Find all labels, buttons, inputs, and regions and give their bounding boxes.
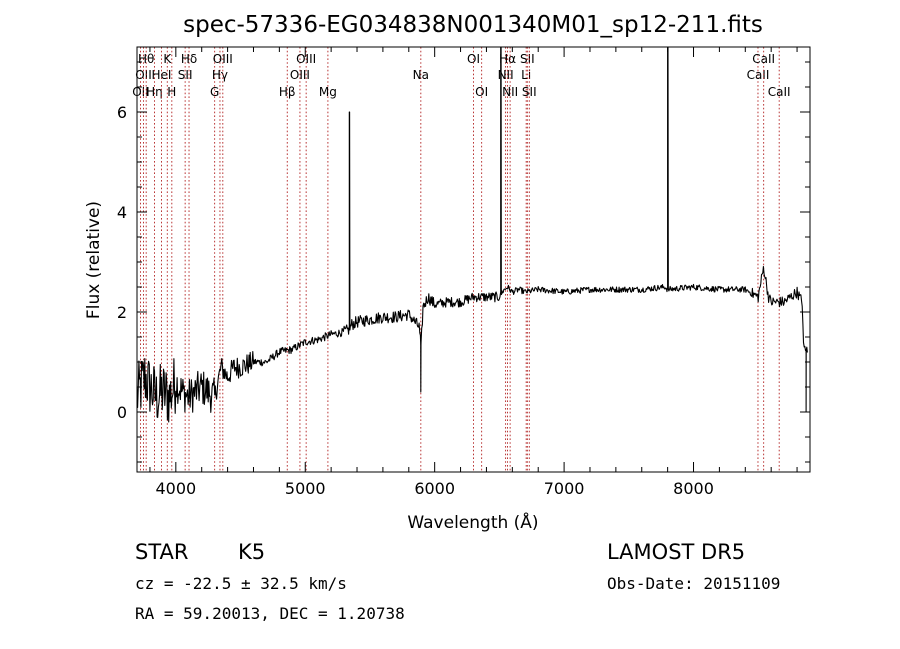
- redshift-text: cz = -22.5 ± 32.5 km/s: [135, 574, 347, 593]
- line-marker-label: OIII: [296, 52, 316, 66]
- chart-title: spec-57336-EG034838N001340M01_sp12-211.f…: [183, 12, 763, 38]
- line-marker-label: Na: [413, 68, 429, 82]
- x-tick-label: 7000: [544, 479, 585, 498]
- line-marker-label: Hδ: [181, 52, 197, 66]
- y-tick-label: 0: [117, 403, 127, 422]
- line-marker-label: SII: [178, 68, 193, 82]
- line-marker-label: SII: [520, 52, 535, 66]
- line-marker-label: OIII: [290, 68, 310, 82]
- line-markers: OIIOIIHθHηHeIKHSIIHδGHγOIIIHβOIIIOIIIMgN…: [132, 47, 791, 472]
- y-tick-label: 6: [117, 103, 127, 122]
- line-marker-label: CaII: [747, 68, 770, 82]
- line-marker-label: HeI: [151, 68, 171, 82]
- line-marker-label: Hα: [499, 52, 516, 66]
- line-marker-label: OI: [475, 85, 488, 99]
- spectrum-line: [136, 46, 808, 423]
- line-marker-label: CaII: [752, 52, 775, 66]
- line-marker-label: OII: [135, 68, 152, 82]
- y-tick-label: 2: [117, 303, 127, 322]
- line-marker-label: OI: [467, 52, 480, 66]
- line-marker-label: CaII: [768, 85, 791, 99]
- coordinates-text: RA = 59.20013, DEC = 1.20738: [135, 604, 405, 623]
- line-marker-label: Li: [521, 68, 531, 82]
- line-marker-label: Hη: [146, 85, 163, 99]
- object-class-label: STAR: [135, 540, 189, 564]
- x-tick-label: 8000: [673, 479, 714, 498]
- x-axis-label: Wavelength (Å): [407, 511, 538, 533]
- line-marker-label: NII: [502, 85, 518, 99]
- x-tick-label: 5000: [285, 479, 326, 498]
- object-subclass-label: K5: [238, 540, 266, 564]
- axes: 4000 5000 6000 7000 8000 0 2 4 6: [117, 47, 810, 498]
- line-marker-label: G: [210, 85, 219, 99]
- line-marker-label: OIII: [213, 52, 233, 66]
- x-tick-label: 6000: [414, 479, 455, 498]
- y-tick-label: 4: [117, 203, 127, 222]
- line-marker-label: SII: [522, 85, 537, 99]
- obs-date-text: Obs-Date: 20151109: [607, 574, 781, 593]
- line-marker-label: Hγ: [212, 68, 228, 82]
- line-marker-label: OII: [132, 85, 149, 99]
- line-marker-label: Mg: [319, 85, 337, 99]
- line-marker-label: NII: [498, 68, 514, 82]
- survey-label: LAMOST DR5: [607, 540, 746, 564]
- line-marker-label: Hβ: [279, 85, 296, 99]
- line-marker-label: Hθ: [138, 52, 154, 66]
- line-marker-label: K: [163, 52, 172, 66]
- line-marker-label: H: [167, 85, 176, 99]
- plot-frame: [136, 46, 811, 473]
- spectrum-series: [136, 46, 808, 423]
- y-axis-label: Flux (relative): [84, 201, 104, 319]
- x-tick-label: 4000: [155, 479, 196, 498]
